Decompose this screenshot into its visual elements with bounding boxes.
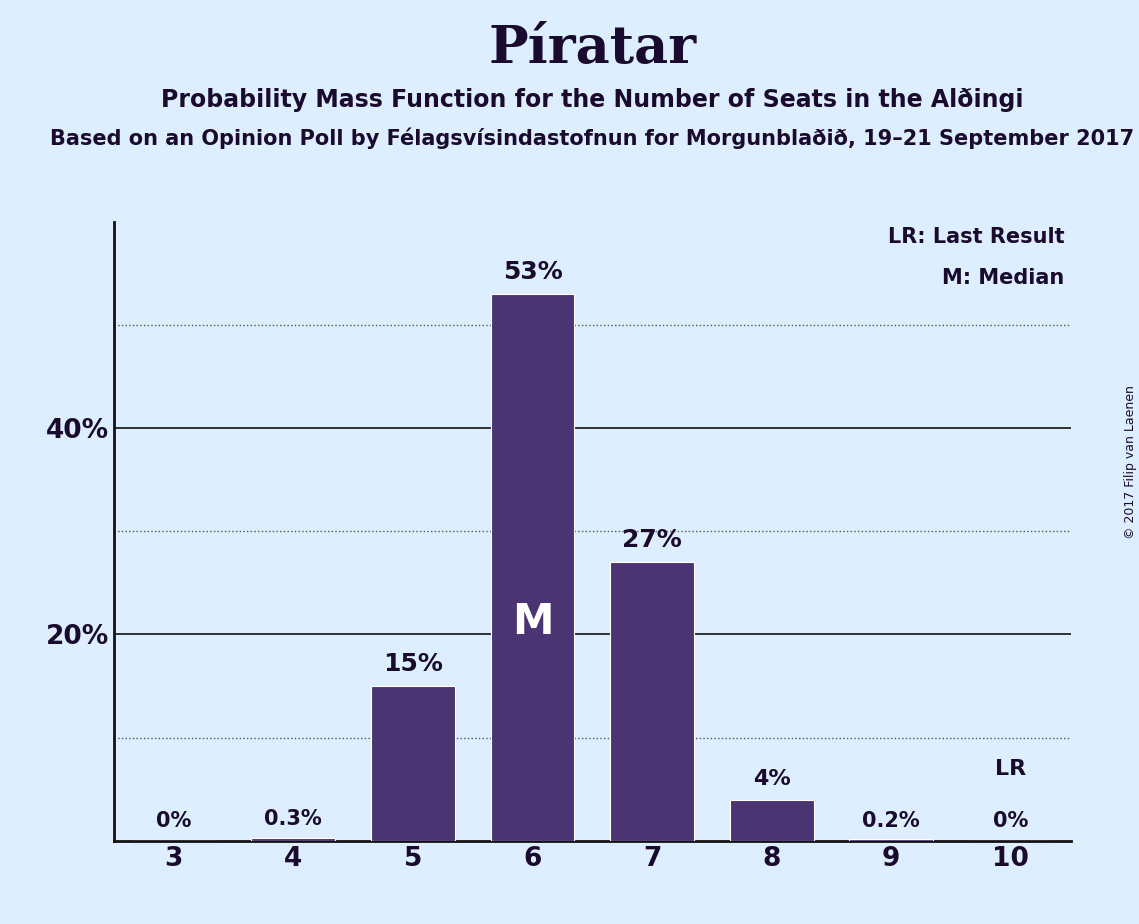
Text: M: Median: M: Median (942, 268, 1065, 288)
Bar (371, 686, 454, 841)
Text: 0%: 0% (156, 810, 191, 831)
Text: 4%: 4% (753, 770, 790, 789)
Bar (491, 294, 574, 841)
Bar (850, 839, 933, 841)
Text: Based on an Opinion Poll by Félagsvísindastofnun for Morgunblaðið, 19–21 Septemb: Based on an Opinion Poll by Félagsvísind… (50, 128, 1134, 149)
Text: LR: LR (995, 759, 1026, 779)
Text: 0.2%: 0.2% (862, 810, 920, 831)
Text: 15%: 15% (383, 651, 443, 675)
Bar (611, 562, 694, 841)
Text: LR: Last Result: LR: Last Result (888, 227, 1065, 247)
Text: M: M (511, 602, 554, 643)
Bar (252, 838, 335, 841)
Bar (730, 799, 813, 841)
Text: 0.3%: 0.3% (264, 809, 322, 830)
Text: © 2017 Filip van Laenen: © 2017 Filip van Laenen (1124, 385, 1137, 539)
Text: 53%: 53% (502, 260, 563, 284)
Text: 27%: 27% (622, 528, 682, 552)
Text: Probability Mass Function for the Number of Seats in the Alðingi: Probability Mass Function for the Number… (161, 88, 1024, 112)
Text: Píratar: Píratar (489, 23, 696, 74)
Text: 0%: 0% (993, 810, 1029, 831)
